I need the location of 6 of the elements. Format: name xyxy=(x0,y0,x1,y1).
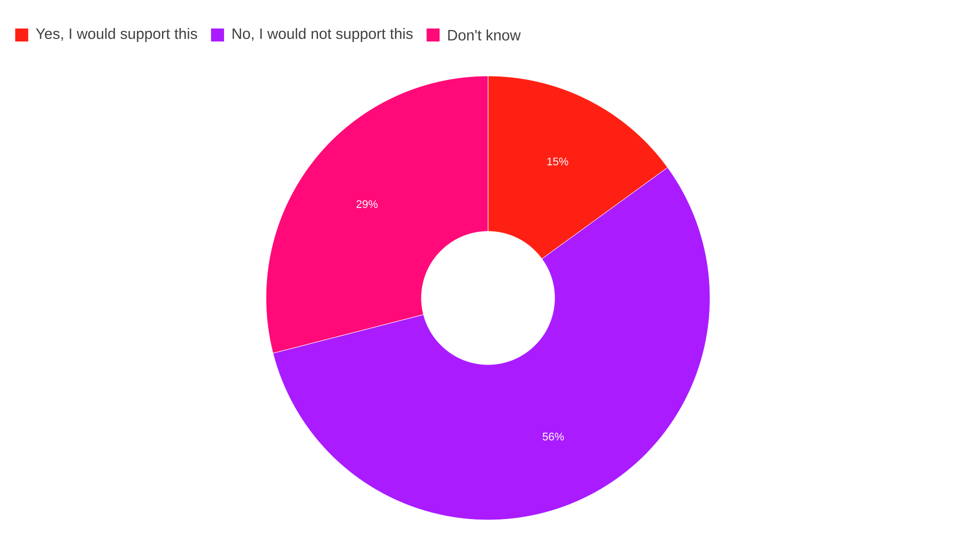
legend-label: Don't know xyxy=(448,29,521,40)
legend-label: No, I would not support this xyxy=(232,28,413,42)
data-label: 15% xyxy=(547,158,568,166)
legend-label: Yes, I would support this xyxy=(36,28,198,42)
data-label: 56% xyxy=(542,432,564,440)
data-label: 29% xyxy=(356,200,378,208)
